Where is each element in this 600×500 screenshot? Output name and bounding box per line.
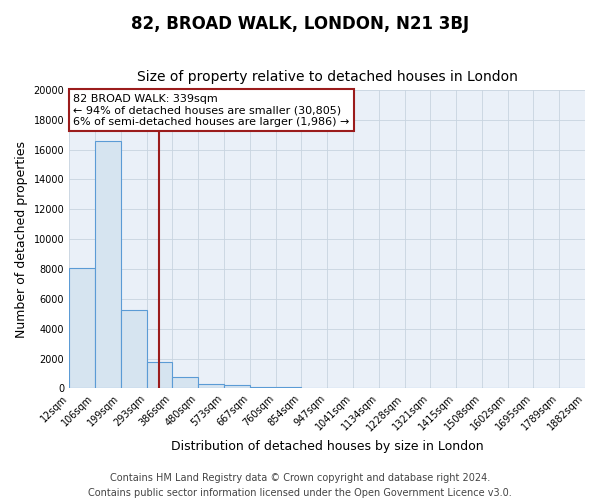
Bar (172, 376, 198, 388)
Bar (121, 310, 146, 388)
Bar (250, 387, 275, 388)
Title: Size of property relative to detached houses in London: Size of property relative to detached ho… (137, 70, 518, 85)
Bar (95, 140, 121, 388)
X-axis label: Distribution of detached houses by size in London: Distribution of detached houses by size … (171, 440, 484, 452)
Y-axis label: Number of detached properties: Number of detached properties (15, 140, 28, 338)
Text: 82, BROAD WALK, LONDON, N21 3BJ: 82, BROAD WALK, LONDON, N21 3BJ (131, 15, 469, 33)
Bar (198, 384, 224, 388)
Bar (146, 362, 172, 388)
Bar (69, 268, 95, 388)
Bar (224, 385, 250, 388)
Text: 82 BROAD WALK: 339sqm
← 94% of detached houses are smaller (30,805)
6% of semi-d: 82 BROAD WALK: 339sqm ← 94% of detached … (73, 94, 350, 127)
Text: Contains HM Land Registry data © Crown copyright and database right 2024.
Contai: Contains HM Land Registry data © Crown c… (88, 472, 512, 498)
